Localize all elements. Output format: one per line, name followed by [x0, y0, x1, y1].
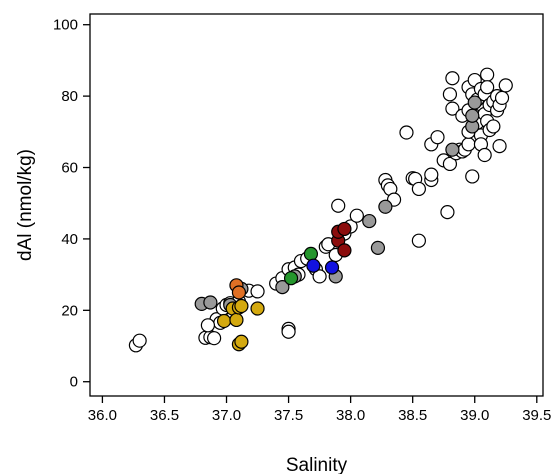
data-point	[234, 298, 249, 314]
data-point	[465, 169, 480, 184]
x-tick-label: 37.0	[212, 407, 241, 424]
data-point	[231, 285, 247, 300]
y-tick-label: 0	[70, 374, 78, 391]
x-tick-label: 37.5	[274, 407, 303, 424]
data-point	[424, 167, 439, 182]
data-point	[477, 147, 492, 163]
y-axis-title: dAl (nmol/kg)	[15, 149, 36, 261]
series-4	[283, 246, 319, 286]
data-point	[411, 181, 426, 197]
data-point	[494, 90, 510, 105]
x-tick-label: 39.0	[460, 407, 489, 424]
data-point	[492, 138, 507, 154]
data-point	[378, 199, 393, 214]
data-point	[312, 269, 327, 284]
data-point	[229, 312, 244, 328]
data-point	[306, 258, 321, 273]
data-point	[442, 87, 458, 102]
data-point	[362, 213, 377, 229]
x-tick-label: 38.5	[398, 407, 427, 424]
data-point	[445, 101, 460, 116]
data-point	[303, 246, 319, 262]
plot-area: 36.0 36.5 37.0 37.5 38.0 38.5 39.0 39.5 0 20 40 60…	[53, 13, 551, 424]
data-point	[337, 221, 352, 237]
data-point	[445, 71, 460, 86]
y-tick-label: 100	[53, 17, 78, 34]
data-point	[486, 119, 501, 134]
data-point	[281, 324, 296, 339]
data-points	[128, 67, 513, 353]
data-point	[370, 240, 386, 255]
series-6	[331, 221, 352, 258]
data-point	[440, 205, 455, 220]
series-5	[306, 258, 340, 275]
y-tick-label: 80	[61, 88, 78, 105]
y-tick-label: 40	[61, 231, 78, 248]
x-tick-label: 39.5	[522, 407, 551, 424]
data-point	[132, 333, 147, 348]
data-point	[283, 271, 299, 286]
x-tick-label: 36.5	[150, 407, 179, 424]
data-point	[399, 125, 414, 140]
data-point	[331, 198, 346, 213]
series-0	[128, 67, 513, 353]
y-tick-label: 20	[61, 302, 78, 319]
y-axis: 0 20 40 60 80 100	[53, 17, 90, 391]
data-point	[465, 108, 480, 123]
data-point	[411, 233, 426, 248]
y-tick-label: 60	[61, 160, 78, 177]
data-point	[250, 301, 265, 316]
data-point	[250, 284, 265, 299]
data-point	[461, 137, 476, 152]
data-point	[480, 80, 495, 95]
data-point	[430, 130, 445, 145]
data-point	[349, 208, 364, 223]
x-tick-label: 36.0	[88, 407, 117, 424]
data-point	[207, 331, 222, 346]
series-3	[229, 278, 247, 300]
data-point	[445, 142, 460, 157]
x-axis-title: Salinity	[286, 455, 348, 474]
data-point	[467, 95, 482, 110]
data-point	[275, 280, 290, 295]
x-tick-label: 38.0	[336, 407, 365, 424]
data-point	[337, 243, 352, 258]
data-point	[234, 334, 249, 349]
series-2	[216, 298, 265, 352]
data-point	[203, 295, 218, 310]
x-axis: 36.0 36.5 37.0 37.5 38.0 38.5 39.0 39.5	[88, 396, 551, 424]
data-point	[216, 313, 232, 329]
data-point	[498, 78, 513, 93]
data-point	[200, 318, 216, 333]
data-point	[480, 67, 495, 82]
plot-frame	[89, 13, 544, 397]
data-point	[442, 156, 458, 172]
data-point	[324, 260, 340, 275]
